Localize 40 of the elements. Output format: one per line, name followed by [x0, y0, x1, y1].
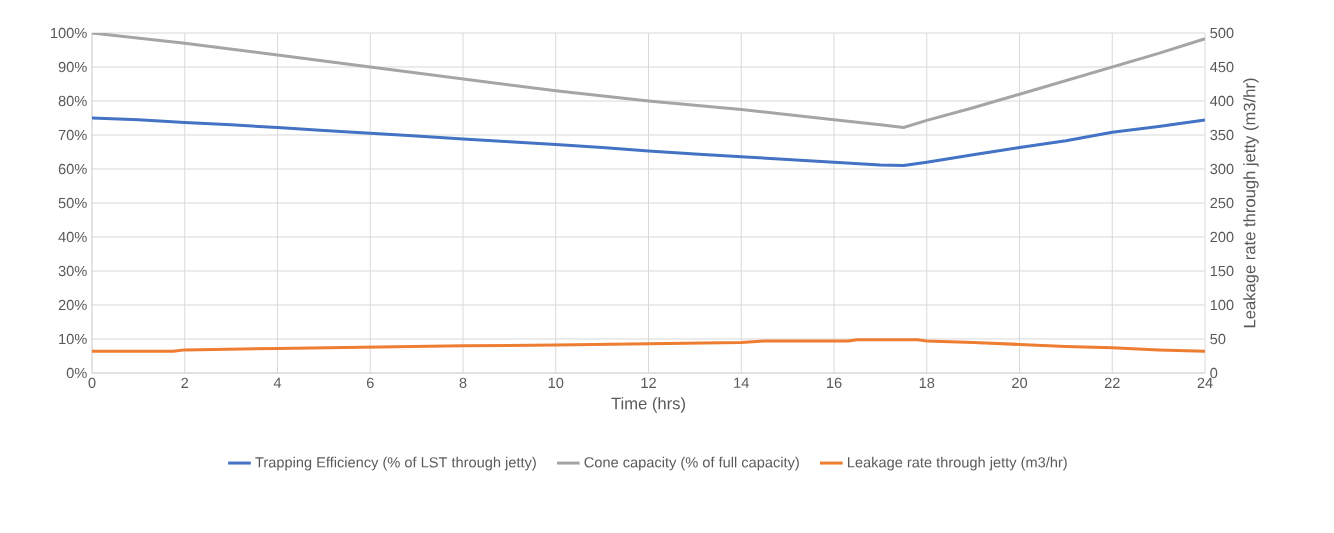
y2-axis-title: Leakage rate through jetty (m3/hr) — [1243, 78, 1259, 328]
y-tick-label: 30% — [58, 265, 87, 277]
y2-tick-label: 0 — [1210, 367, 1218, 379]
x-tick-label: 0 — [88, 377, 96, 389]
y2-tick-label: 250 — [1210, 197, 1234, 209]
x-tick-label: 12 — [641, 377, 656, 388]
y-tick-label: 80% — [58, 95, 87, 107]
x-tick-label: 14 — [734, 377, 749, 388]
x-tick-label: 6 — [366, 377, 374, 389]
y2-tick-label: 450 — [1210, 61, 1234, 73]
x-tick-label: 8 — [459, 377, 467, 389]
y-tick-label: 10% — [59, 333, 87, 345]
x-tick-label: 18 — [919, 377, 935, 389]
y2-tick-label: 50 — [1210, 333, 1226, 345]
y2-tick-label: 200 — [1210, 231, 1234, 243]
y-tick-label: 40% — [58, 231, 87, 243]
x-tick-label: 22 — [1104, 377, 1120, 388]
y2-tick-label: 300 — [1210, 163, 1234, 175]
legend-label: Leakage rate through jetty (m3/hr) — [848, 456, 1067, 471]
y2-tick-label: 350 — [1210, 129, 1234, 141]
y-tick-label: 20% — [58, 299, 87, 311]
legend-label: Cone capacity (% of full capacity) — [584, 456, 799, 471]
y-tick-label: 0% — [66, 367, 87, 379]
x-tick-label: 4 — [273, 377, 282, 388]
x-tick-label: 24 — [1197, 377, 1213, 388]
x-tick-label: 16 — [826, 377, 842, 389]
x-tick-label: 20 — [1012, 377, 1028, 389]
y-tick-label: 90% — [58, 61, 87, 73]
x-tick-label: 2 — [181, 377, 189, 388]
y2-tick-label: 100 — [1210, 299, 1234, 311]
y-tick-label: 50% — [58, 197, 87, 209]
y2-tick-label: 400 — [1210, 95, 1234, 107]
y-tick-label: 60% — [58, 163, 87, 175]
x-tick-label: 10 — [548, 377, 564, 389]
y-tick-label: 70% — [58, 129, 87, 141]
legend-label: Trapping Efficiency (% of LST through jetty) — [255, 456, 536, 471]
y-tick-label: 100% — [51, 27, 87, 39]
y2-tick-label: 500 — [1210, 27, 1234, 39]
y2-tick-label: 150 — [1210, 265, 1234, 277]
x-axis-title: Time (hrs) — [611, 397, 685, 413]
